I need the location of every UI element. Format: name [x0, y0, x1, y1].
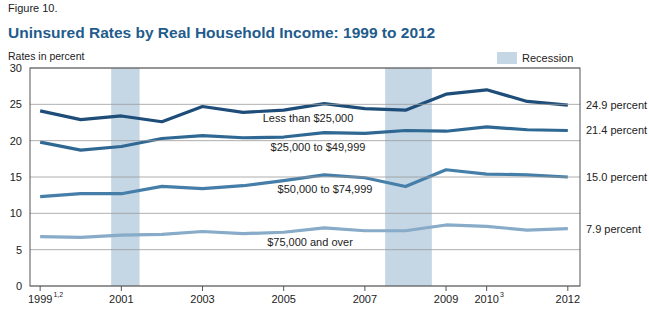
x-tick-label: 2005	[271, 293, 295, 305]
x-tick-label: 2001	[109, 293, 133, 305]
x-tick	[121, 286, 122, 291]
y-axis-label: Rates in percent	[8, 50, 85, 62]
grid-line	[30, 213, 580, 214]
end-label: 21.4 percent	[586, 124, 647, 136]
series-name: Less than $25,000	[263, 112, 354, 124]
grid-line	[30, 249, 580, 250]
x-tick-label: 2010	[474, 293, 498, 305]
legend-swatch	[497, 52, 517, 64]
legend-label: Recession	[522, 52, 573, 64]
x-tick	[364, 286, 365, 291]
x-tick	[446, 286, 447, 291]
x-tick	[567, 286, 568, 291]
x-tick-label: 2012	[556, 293, 580, 305]
x-footnote: 3	[500, 291, 504, 298]
title: Uninsured Rates by Real Household Income…	[8, 24, 435, 41]
x-tick	[283, 286, 284, 291]
plot-frame	[30, 68, 580, 286]
x-tick-label: 2009	[434, 293, 458, 305]
end-label: 7.9 percent	[586, 223, 641, 235]
figure-label: Figure 10.	[8, 2, 58, 14]
y-tick-label: 20	[10, 135, 22, 147]
y-tick-label: 5	[16, 244, 22, 256]
x-footnote: 1,2	[53, 291, 63, 298]
x-tick-label: 1999	[28, 293, 52, 305]
y-tick-label: 15	[10, 171, 22, 183]
x-tick	[486, 286, 487, 291]
end-label: 24.9 percent	[586, 99, 647, 111]
grid-line	[30, 177, 580, 178]
y-tick-label: 25	[10, 98, 22, 110]
series-name: $25,000 to $49,999	[271, 141, 366, 153]
grid-line	[30, 104, 580, 105]
y-tick-label: 0	[16, 280, 22, 292]
y-tick-label: 30	[10, 62, 22, 74]
x-tick	[202, 286, 203, 291]
end-label: 15.0 percent	[586, 171, 647, 183]
x-tick-label: 2007	[353, 293, 377, 305]
y-tick-label: 10	[10, 207, 22, 219]
chart: Figure 10. Uninsured Rates by Real Househ…	[0, 0, 649, 315]
x-tick	[40, 286, 41, 291]
series-line	[40, 170, 568, 197]
series-name: $50,000 to $74,999	[278, 183, 373, 195]
series-name: $75,000 and over	[267, 236, 353, 248]
x-tick-label: 2003	[190, 293, 214, 305]
